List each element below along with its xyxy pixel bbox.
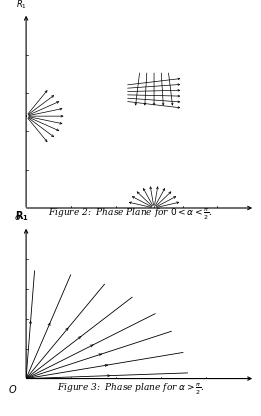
Text: $R_0$: $R_0$	[259, 211, 261, 224]
Text: $R_1$: $R_1$	[16, 0, 27, 11]
Text: $R_0$: $R_0$	[259, 383, 261, 395]
Text: $\mathbf{R_1}$: $\mathbf{R_1}$	[15, 209, 28, 223]
Text: Figure 2:  Phase Plane for $0 < \alpha < \frac{\pi}{2}$.: Figure 2: Phase Plane for $0 < \alpha < …	[48, 207, 213, 222]
Text: Figure 3:  Phase plane for $\alpha > \frac{\pi}{2}$.: Figure 3: Phase plane for $\alpha > \fra…	[57, 381, 204, 396]
Text: $O$: $O$	[8, 383, 17, 395]
Text: $o$: $o$	[14, 213, 21, 222]
